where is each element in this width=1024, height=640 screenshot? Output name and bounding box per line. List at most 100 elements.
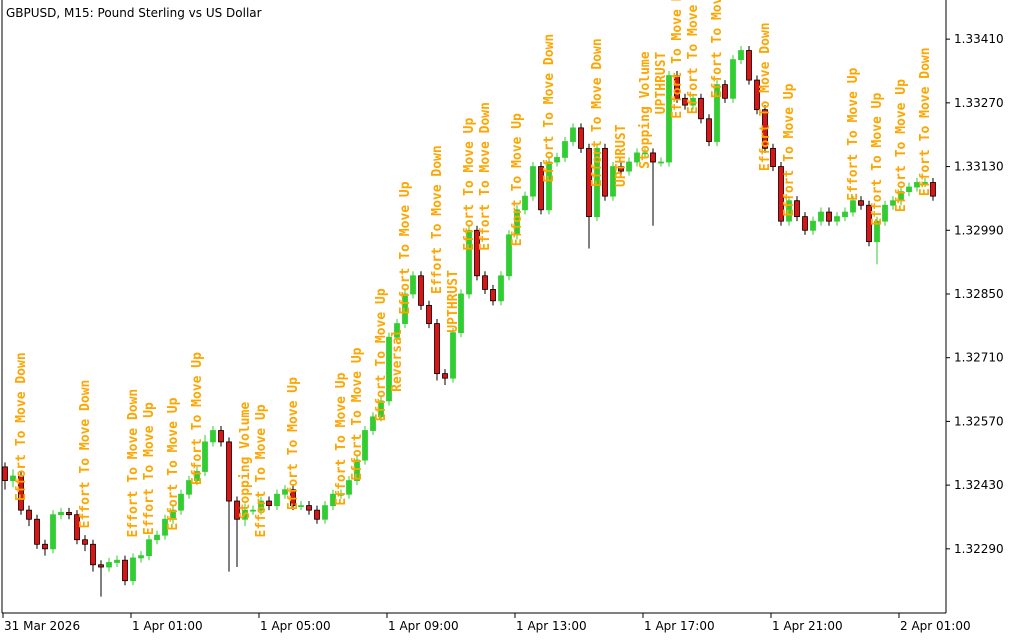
candle-body bbox=[554, 157, 560, 163]
annotation: Effort To Move Down bbox=[14, 352, 29, 501]
annotation: Stopping Volume bbox=[238, 402, 253, 520]
candle-body bbox=[538, 166, 544, 211]
y-tick-label: 1.32290 bbox=[954, 542, 1004, 556]
candle-body bbox=[154, 534, 160, 541]
candle-body bbox=[338, 493, 344, 496]
candle-body bbox=[306, 505, 312, 511]
candle-body bbox=[906, 186, 912, 192]
candle-body bbox=[674, 75, 680, 99]
y-tick-label: 1.32430 bbox=[954, 478, 1004, 492]
annotation: Effort To Move Down bbox=[918, 47, 933, 196]
candle-body bbox=[474, 229, 480, 277]
annotation: Effort To Move Up bbox=[782, 83, 797, 216]
candle-body bbox=[26, 509, 32, 520]
candle-body bbox=[762, 109, 768, 149]
annotation: Effort To Move Up bbox=[190, 352, 205, 485]
candle-body bbox=[18, 475, 24, 511]
annotation: Effort To Move Up bbox=[462, 118, 477, 251]
candle-body bbox=[570, 127, 576, 142]
annotation: Effort To Move Down bbox=[710, 0, 725, 98]
candle-body bbox=[706, 118, 712, 142]
candle-body bbox=[74, 514, 80, 541]
x-tick-label: 1 Apr 21:00 bbox=[772, 619, 843, 633]
annotation: Effort To Move Up bbox=[374, 288, 389, 421]
annotation: Stopping Volume bbox=[638, 51, 653, 169]
candle-body bbox=[530, 166, 536, 197]
x-tick-label: 1 Apr 05:00 bbox=[260, 619, 331, 633]
candle-body bbox=[818, 211, 824, 222]
candle-body bbox=[266, 500, 272, 506]
candle-body bbox=[58, 512, 64, 516]
candle-body bbox=[826, 211, 832, 222]
annotation: UPTHRUST bbox=[614, 124, 629, 187]
candle-body bbox=[682, 97, 688, 106]
candle-body bbox=[82, 539, 88, 545]
candle-body bbox=[130, 557, 136, 582]
annotation: Effort To Move Up bbox=[286, 377, 301, 510]
y-tick-label: 1.33410 bbox=[954, 32, 1004, 46]
candle-body bbox=[778, 166, 784, 222]
annotation: Effort To Move Down bbox=[758, 22, 773, 171]
candle-body bbox=[402, 293, 408, 324]
candle-body bbox=[578, 127, 584, 149]
candle-body bbox=[394, 323, 400, 338]
candle-body bbox=[178, 493, 184, 511]
annotation: Effort To Move Up bbox=[166, 397, 181, 530]
candle-body bbox=[418, 275, 424, 306]
candle-body bbox=[410, 275, 416, 295]
candle-body bbox=[794, 200, 800, 218]
annotation: Effort To Move Up bbox=[398, 181, 413, 314]
candle-body bbox=[802, 216, 808, 231]
annotation: Effort To Move Up bbox=[350, 347, 365, 480]
candle-body bbox=[98, 564, 104, 568]
candle-body bbox=[602, 147, 608, 197]
candle-body bbox=[346, 480, 352, 495]
candle-body bbox=[730, 59, 736, 99]
candle-body bbox=[562, 141, 568, 158]
x-tick-label: 1 Apr 01:00 bbox=[132, 619, 203, 633]
y-tick-label: 1.32570 bbox=[954, 414, 1004, 428]
candle-body bbox=[194, 471, 200, 481]
candle-body bbox=[586, 147, 592, 218]
annotation: Effort To Move Down bbox=[686, 0, 701, 114]
candle-body bbox=[442, 373, 448, 379]
x-tick-label: 1 Apr 09:00 bbox=[388, 619, 459, 633]
candle-body bbox=[2, 466, 8, 481]
annotation: Effort To Move Down bbox=[126, 389, 141, 538]
candle-body bbox=[114, 559, 120, 563]
candle-body bbox=[202, 441, 208, 472]
candle-body bbox=[250, 509, 256, 512]
annotation: Effort To Move Down bbox=[670, 0, 685, 119]
candle-body bbox=[490, 289, 496, 302]
y-tick-label: 1.33270 bbox=[954, 96, 1004, 110]
candle-body bbox=[466, 229, 472, 295]
annotation: Effort To Move Up bbox=[846, 67, 861, 200]
candle-body bbox=[426, 304, 432, 324]
candle-body bbox=[450, 332, 456, 379]
candle-body bbox=[234, 500, 240, 520]
candle-body bbox=[66, 512, 72, 516]
candle-body bbox=[666, 75, 672, 163]
x-tick-label: 1 Apr 17:00 bbox=[644, 619, 715, 633]
annotation: Effort To Move Up bbox=[894, 79, 909, 212]
candle-body bbox=[594, 147, 600, 218]
annotation: Effort To Move Down bbox=[430, 145, 445, 294]
candle-body bbox=[386, 336, 392, 402]
candle-body bbox=[722, 84, 728, 99]
candle-body bbox=[754, 79, 760, 111]
candle-body bbox=[354, 459, 360, 481]
candle-body bbox=[810, 220, 816, 231]
candle-body bbox=[698, 97, 704, 120]
annotation: Effort To Move Up bbox=[870, 92, 885, 225]
candle-body bbox=[690, 97, 696, 106]
candle-body bbox=[738, 50, 744, 61]
candle-body bbox=[362, 430, 368, 461]
candle-body bbox=[162, 518, 168, 536]
candle-body bbox=[122, 559, 128, 582]
candle-body bbox=[546, 161, 552, 211]
candle-body bbox=[898, 191, 904, 202]
candle-body bbox=[282, 489, 288, 495]
